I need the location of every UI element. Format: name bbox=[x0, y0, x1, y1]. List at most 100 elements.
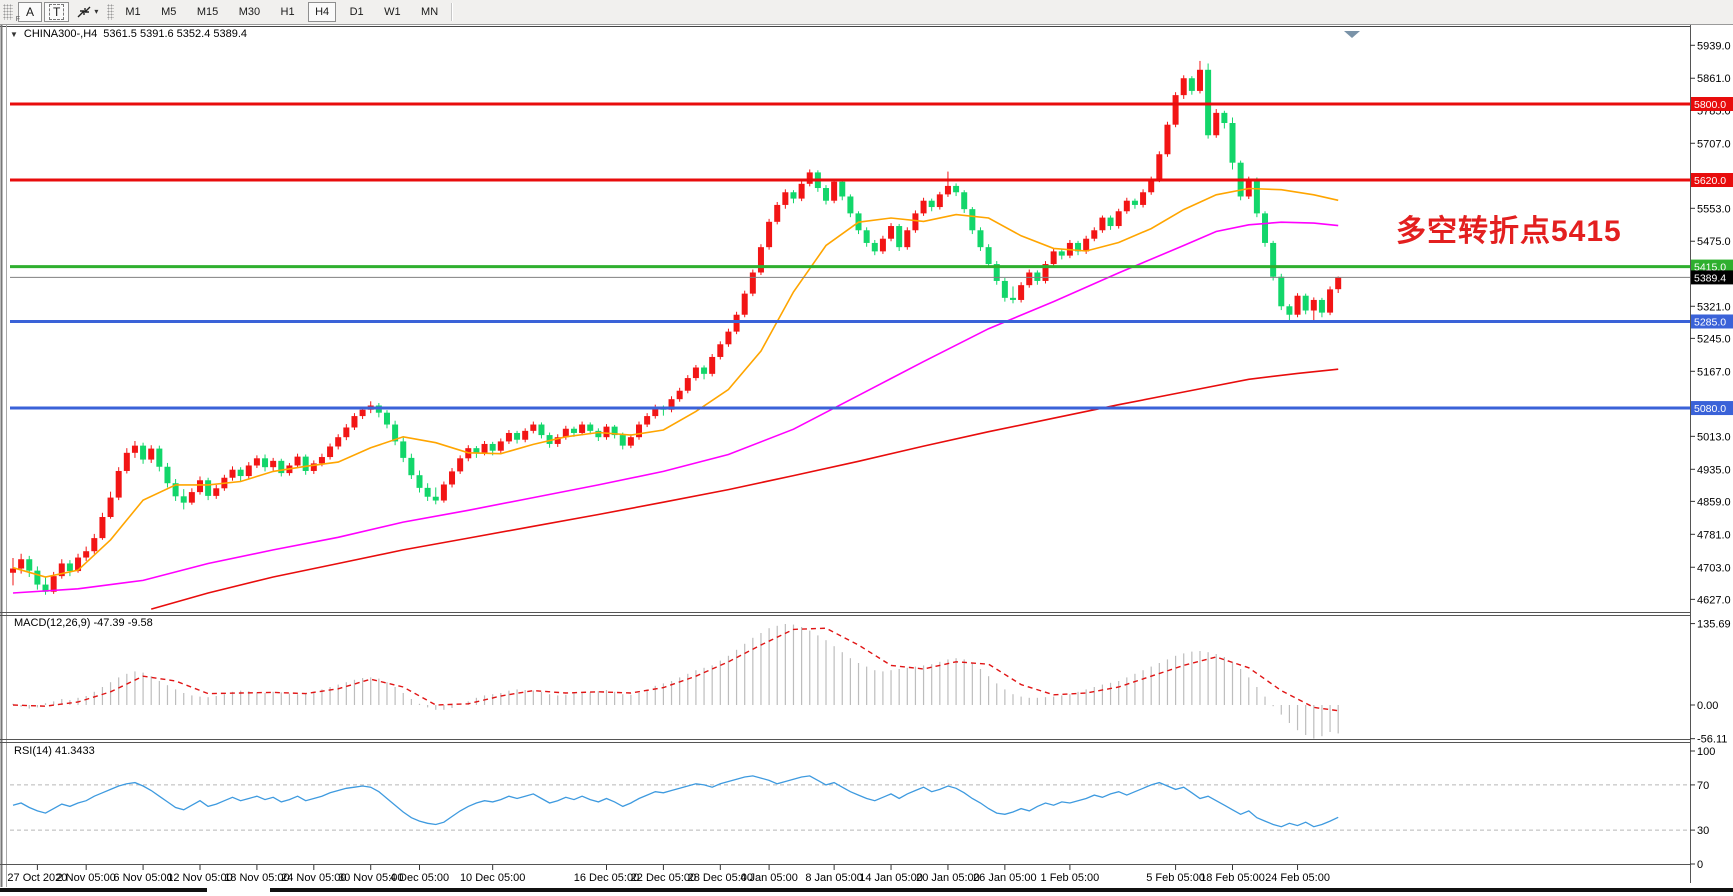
tf-button-w1[interactable]: W1 bbox=[377, 2, 408, 22]
candle-down bbox=[1009, 297, 1016, 300]
candle-down bbox=[1058, 251, 1065, 256]
candle-up bbox=[725, 331, 732, 345]
candle-up bbox=[603, 426, 610, 438]
macd-tick-label: 0.00 bbox=[1697, 700, 1718, 712]
candle-up bbox=[904, 230, 911, 248]
candle-up bbox=[636, 424, 643, 438]
toolbar-drag-handle-icon[interactable]: F bbox=[3, 4, 20, 23]
tf-button-m30[interactable]: M30 bbox=[232, 2, 267, 22]
candle-up bbox=[1164, 124, 1171, 155]
rsi-indicator-label: RSI(14) 41.3433 bbox=[14, 745, 95, 757]
tf-button-h1[interactable]: H1 bbox=[274, 2, 302, 22]
candle-down bbox=[1131, 200, 1138, 205]
candle-up bbox=[1091, 230, 1098, 239]
candle-up bbox=[644, 416, 651, 425]
candle-up bbox=[1042, 264, 1049, 281]
candle-down bbox=[514, 432, 521, 440]
candle-down bbox=[42, 584, 49, 592]
candle-up bbox=[579, 424, 586, 433]
price-level-badge bbox=[1691, 401, 1733, 416]
date-label: 12 Nov 05:00 bbox=[167, 872, 232, 884]
chart-shift-marker-icon bbox=[1344, 31, 1360, 38]
candle-down bbox=[400, 441, 407, 458]
candle-up bbox=[562, 428, 569, 438]
ohlc-values: 5361.5 5391.6 5352.4 5389.4 bbox=[103, 28, 248, 40]
price-tick-label: 5245.0 bbox=[1697, 333, 1731, 345]
candle-up bbox=[148, 448, 155, 460]
candle-down bbox=[701, 367, 708, 374]
toolbar: F A T ▾ M1 M5 M15 M30 H1 H4 D1 W1 MN bbox=[0, 0, 1733, 25]
candle-up bbox=[318, 457, 325, 464]
date-label: 26 Jan 05:00 bbox=[973, 872, 1037, 884]
candle-up bbox=[131, 445, 138, 453]
date-label: 10 Dec 05:00 bbox=[460, 872, 525, 884]
candle-up bbox=[497, 441, 504, 451]
tf-button-m1[interactable]: M1 bbox=[118, 2, 147, 22]
candle-down bbox=[977, 230, 984, 248]
candle-down bbox=[172, 483, 179, 497]
text-tool-button[interactable]: T bbox=[44, 2, 70, 22]
candle-down bbox=[1302, 295, 1309, 311]
date-label: 30 Nov 05:00 bbox=[338, 872, 403, 884]
candle-up bbox=[936, 194, 943, 208]
tf-button-m15[interactable]: M15 bbox=[190, 2, 225, 22]
price-level-badge-label: 5285.0 bbox=[1694, 316, 1726, 328]
candle-down bbox=[383, 412, 390, 425]
candle-up bbox=[1050, 251, 1057, 265]
date-label: 16 Dec 05:00 bbox=[574, 872, 639, 884]
candle-down bbox=[839, 181, 846, 197]
candle-up bbox=[1018, 285, 1025, 300]
symbol-dropdown-icon[interactable]: ▼ bbox=[10, 29, 18, 39]
date-label: 8 Jan 05:00 bbox=[805, 872, 863, 884]
tf-button-mn[interactable]: MN bbox=[414, 2, 445, 22]
tf-button-m5[interactable]: M5 bbox=[154, 2, 183, 22]
price-tick-label: 5707.0 bbox=[1697, 138, 1731, 150]
tf-button-d1[interactable]: D1 bbox=[343, 2, 371, 22]
candle-up bbox=[245, 465, 252, 477]
date-label: 24 Feb 05:00 bbox=[1265, 872, 1330, 884]
candle-up bbox=[1327, 289, 1334, 313]
candle-down bbox=[237, 469, 244, 477]
candle-up bbox=[757, 247, 764, 273]
candle-down bbox=[473, 448, 480, 453]
rsi-tick-label: 70 bbox=[1697, 780, 1709, 792]
ma-mid-magenta-line bbox=[12, 221, 1339, 594]
candle-down bbox=[278, 460, 285, 474]
price-tick-label: 4935.0 bbox=[1697, 464, 1731, 476]
candle-down bbox=[790, 192, 797, 199]
rsi-tick-label: 30 bbox=[1697, 825, 1709, 837]
candle-up bbox=[115, 470, 122, 498]
candle-down bbox=[1318, 299, 1325, 313]
candle-down bbox=[823, 188, 829, 201]
toolbar-group-handle-icon[interactable] bbox=[107, 4, 115, 20]
candle-down bbox=[1286, 306, 1293, 315]
tf-button-h4[interactable]: H4 bbox=[308, 2, 337, 22]
candle-down bbox=[961, 192, 968, 210]
candle-up bbox=[782, 192, 789, 205]
date-label: 4 Jan 05:00 bbox=[740, 872, 798, 884]
candle-down bbox=[1107, 217, 1114, 227]
candle-down bbox=[424, 487, 431, 497]
candle-up bbox=[741, 293, 748, 315]
price-level-badge bbox=[1691, 97, 1733, 111]
price-level-badge-label: 5389.4 bbox=[1694, 272, 1726, 284]
chart-canvas[interactable]: 5939.05861.05785.05707.05553.05475.05321… bbox=[0, 25, 1733, 896]
candle-up bbox=[457, 458, 464, 472]
arrows-tool-button[interactable]: ▾ bbox=[71, 2, 103, 22]
candle-down bbox=[1229, 123, 1236, 163]
candle-down bbox=[611, 426, 618, 436]
candle-up bbox=[253, 458, 260, 466]
candle-up bbox=[879, 238, 886, 252]
candle-up bbox=[270, 460, 277, 468]
candle-up bbox=[335, 437, 342, 447]
date-label: 18 Feb 05:00 bbox=[1200, 872, 1265, 884]
ma-fast-orange-line bbox=[12, 187, 1339, 578]
candle-up bbox=[213, 488, 220, 496]
candle-up bbox=[1213, 112, 1220, 136]
macd-signal-line bbox=[12, 627, 1339, 712]
font-tool-button[interactable]: A bbox=[18, 2, 42, 22]
candle-down bbox=[863, 230, 870, 243]
candle-up bbox=[229, 469, 236, 478]
text-tool-label: T bbox=[49, 4, 65, 20]
candle-up bbox=[774, 204, 781, 222]
